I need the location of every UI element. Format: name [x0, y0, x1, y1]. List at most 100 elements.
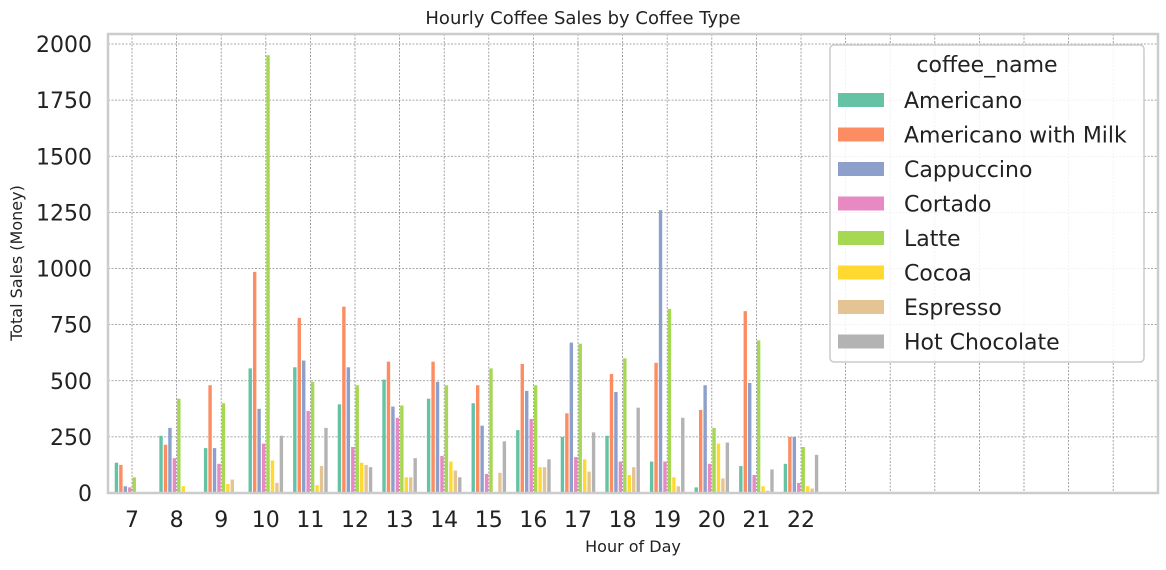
bar — [221, 403, 226, 493]
bar — [391, 406, 395, 493]
bar — [279, 435, 284, 493]
bar — [404, 477, 408, 493]
x-tick-label: 22 — [787, 508, 815, 533]
y-tick-label: 1500 — [36, 145, 92, 170]
bar — [681, 417, 685, 493]
bar — [413, 458, 417, 493]
bar — [721, 478, 725, 493]
bar — [346, 367, 351, 493]
y-tick-label: 1750 — [36, 89, 92, 114]
legend-label: Cocoa — [904, 262, 972, 287]
bar — [382, 379, 386, 493]
bar — [426, 398, 431, 493]
bar — [582, 459, 587, 493]
bar — [444, 385, 449, 493]
bar — [489, 368, 493, 493]
bar — [533, 385, 538, 493]
bar — [663, 461, 667, 493]
bar — [168, 427, 172, 493]
bar — [266, 55, 270, 493]
bar — [293, 367, 297, 493]
bar — [814, 454, 819, 493]
chart-title: Hourly Coffee Sales by Coffee Type — [425, 8, 740, 29]
bar — [177, 398, 181, 493]
bar — [743, 311, 747, 493]
bar — [667, 308, 672, 493]
bars-layer — [114, 55, 819, 493]
bar — [502, 441, 507, 493]
x-tick-label: 13 — [386, 508, 414, 533]
legend-label: Americano with Milk — [904, 124, 1127, 149]
bar — [565, 413, 569, 493]
bar — [319, 466, 324, 493]
bar — [453, 470, 458, 493]
bar — [386, 361, 391, 493]
bar — [114, 462, 119, 493]
bar — [801, 446, 805, 493]
x-tick-label: 21 — [742, 508, 770, 533]
bar — [752, 475, 756, 493]
bar — [435, 381, 440, 493]
bar — [123, 486, 128, 493]
bar — [560, 436, 565, 493]
legend-swatch — [838, 127, 884, 142]
bar — [783, 463, 788, 493]
legend-swatch — [838, 265, 884, 280]
bar — [217, 463, 221, 493]
bar — [525, 390, 529, 493]
bar — [761, 486, 765, 493]
legend-title: coffee_name — [916, 53, 1057, 78]
bar — [261, 443, 266, 493]
x-tick-label: 7 — [125, 508, 139, 533]
bar — [529, 418, 533, 493]
y-tick-label: 750 — [50, 314, 92, 339]
axes-layer: 0 250 500 750 1000 1250 1500 1750 2000 7 8 9 10 11 12 1… — [36, 32, 1160, 533]
bar — [270, 460, 275, 493]
x-axis-label: Hour of Day — [585, 537, 681, 556]
y-axis-label: Total Sales (Money) — [7, 185, 26, 342]
bar — [431, 361, 435, 493]
x-tick-label: 10 — [252, 508, 280, 533]
bar — [310, 381, 315, 493]
bar — [547, 459, 551, 493]
bar — [748, 382, 752, 493]
legend-box — [829, 44, 1145, 363]
legend-label: Espresso — [904, 296, 1002, 321]
y-tick-label: 500 — [50, 370, 92, 395]
x-tick-label: 15 — [475, 508, 503, 533]
bar — [306, 411, 310, 493]
legend-swatch — [838, 196, 884, 211]
legend-swatch — [838, 93, 884, 107]
x-tick-label: 16 — [519, 508, 547, 533]
bar — [792, 436, 797, 493]
bar — [591, 432, 596, 493]
x-tick-label: 19 — [653, 508, 681, 533]
bar — [257, 408, 261, 493]
bar — [440, 455, 444, 493]
bar — [654, 362, 658, 493]
bar — [368, 467, 373, 493]
bar — [703, 385, 707, 493]
bar — [252, 271, 257, 493]
bar — [516, 430, 520, 493]
bar — [520, 363, 524, 493]
bar — [672, 477, 676, 493]
legend-swatch — [838, 231, 884, 245]
bar — [342, 306, 346, 493]
y-tick-label: 0 — [78, 482, 92, 507]
bar — [351, 446, 355, 493]
bar — [623, 358, 627, 493]
legend-label: Hot Chocolate — [904, 331, 1060, 356]
bar — [119, 464, 123, 493]
bar — [132, 477, 136, 493]
bar — [203, 448, 208, 493]
bar — [569, 342, 574, 493]
bar — [458, 477, 462, 493]
legend-label: Latte — [904, 227, 961, 252]
bar — [302, 360, 306, 493]
bar — [574, 457, 578, 493]
x-tick-label: 18 — [609, 508, 637, 533]
x-tick-label: 12 — [341, 508, 369, 533]
bar — [538, 467, 542, 493]
x-tick-label: 14 — [430, 508, 458, 533]
